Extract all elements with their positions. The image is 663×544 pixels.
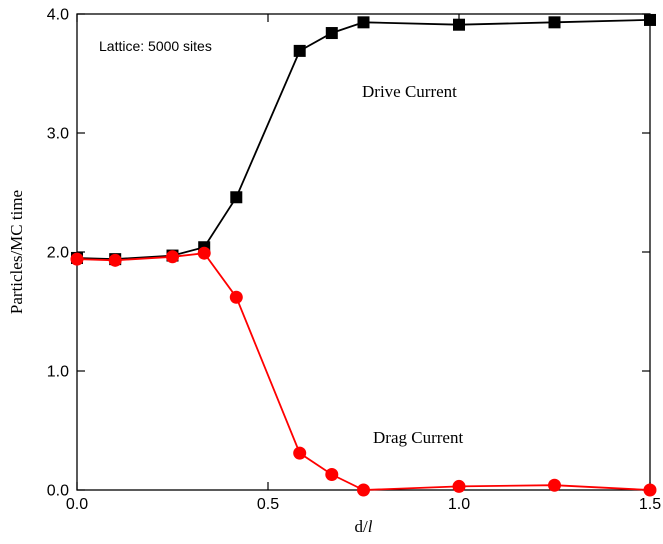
data-point-drag	[229, 290, 243, 304]
data-point-drag	[108, 253, 122, 267]
y-tick-label: 4.0	[47, 7, 69, 24]
y-axis-label: Particles/MC time	[7, 190, 26, 314]
data-point-drag	[197, 246, 211, 260]
x-tick-label: 0.5	[257, 496, 279, 513]
series-layer	[70, 13, 657, 497]
data-point-drive	[357, 16, 370, 29]
data-point-drag	[357, 483, 370, 497]
data-point-drive	[230, 191, 243, 204]
x-tick-label: 1.5	[639, 496, 661, 513]
y-tick-label: 0.0	[47, 483, 69, 500]
y-tick-label: 1.0	[47, 364, 69, 381]
data-point-drag	[293, 446, 307, 460]
x-axis-label-main: d/	[355, 517, 369, 536]
data-point-drive	[293, 44, 306, 57]
x-axis-label-italic: l	[368, 517, 373, 536]
annotation-drag-current: Drag Current	[373, 428, 463, 447]
series-line-drive	[76, 19, 651, 261]
x-axis-label: d/l	[355, 517, 373, 536]
data-point-drag	[70, 252, 84, 266]
data-point-drag	[325, 468, 339, 482]
data-point-drive	[644, 13, 656, 26]
x-tick-label: 1.0	[448, 496, 470, 513]
data-point-drive	[548, 16, 561, 29]
y-tick-label: 3.0	[47, 126, 69, 143]
data-point-drag	[643, 483, 657, 497]
x-tick-label: 0.0	[66, 496, 88, 513]
data-point-drag	[452, 479, 466, 493]
annotation-lattice: Lattice: 5000 sites	[99, 38, 212, 54]
data-point-drag	[548, 478, 561, 492]
data-point-drive	[325, 27, 338, 40]
data-point-drag	[166, 250, 179, 264]
annotation-drive-current: Drive Current	[362, 82, 457, 101]
y-tick-label: 2.0	[47, 245, 69, 262]
series-line-drag	[76, 252, 651, 491]
data-point-drive	[453, 18, 465, 31]
